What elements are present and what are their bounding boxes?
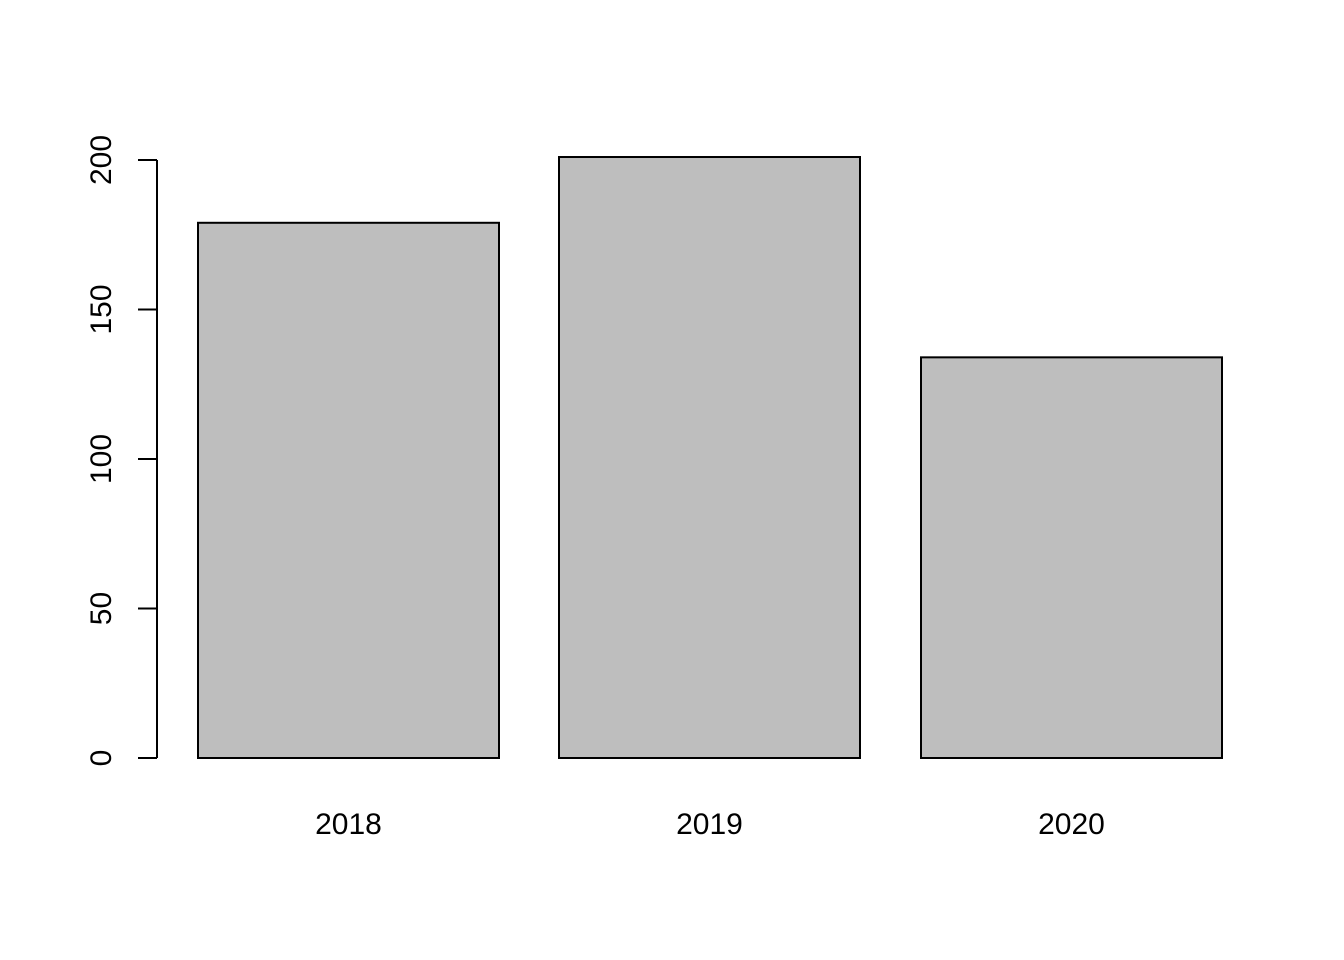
bar-2019 bbox=[558, 156, 861, 759]
y-tick-label-100: 100 bbox=[85, 434, 118, 484]
x-tick-label-2018: 2018 bbox=[315, 808, 382, 841]
x-tick-label-2019: 2019 bbox=[676, 808, 743, 841]
y-axis: 0 50 100 150 200 bbox=[85, 135, 158, 767]
y-tick-label-50: 50 bbox=[85, 592, 118, 625]
y-tick-label-0: 0 bbox=[85, 750, 118, 767]
y-tick-label-200: 200 bbox=[85, 135, 118, 185]
bar-2020 bbox=[920, 356, 1223, 759]
y-tick-label-150: 150 bbox=[85, 284, 118, 334]
bars-group bbox=[197, 156, 1223, 760]
x-tick-label-2020: 2020 bbox=[1038, 808, 1105, 841]
bar-2018 bbox=[197, 221, 500, 760]
x-axis-labels: 2018 2019 2020 bbox=[315, 808, 1105, 841]
